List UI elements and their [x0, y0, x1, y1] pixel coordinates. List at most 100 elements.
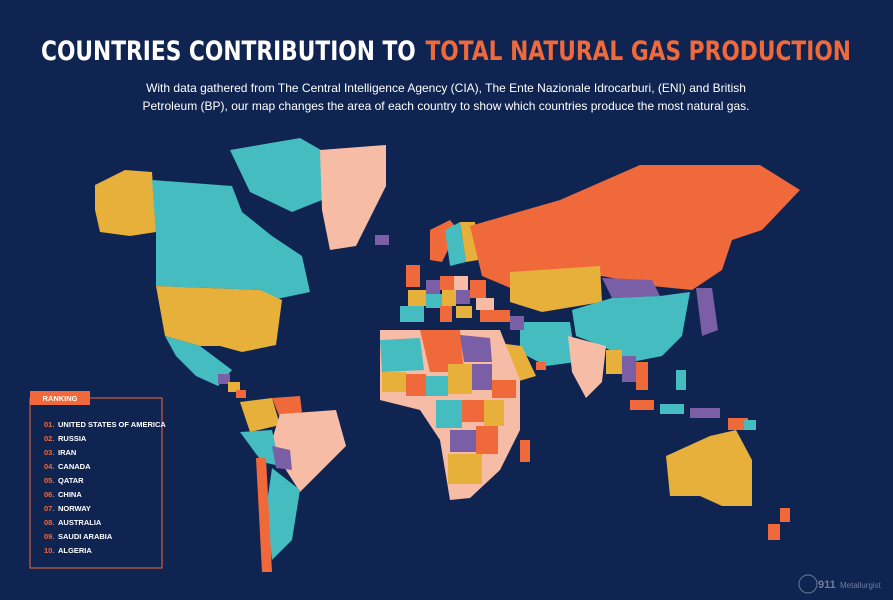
country — [472, 364, 492, 390]
country — [450, 430, 476, 452]
ranking-frame — [29, 397, 163, 569]
country — [420, 330, 464, 372]
country — [728, 418, 748, 430]
country — [666, 430, 752, 506]
ranking-number: 02. — [44, 434, 54, 443]
world-map — [95, 138, 800, 572]
ranking-number: 04. — [44, 462, 54, 471]
country — [454, 276, 468, 290]
ranking-number: 01. — [44, 420, 54, 429]
country — [426, 280, 440, 294]
ranking-number: 07. — [44, 504, 54, 513]
logo-icon — [798, 574, 818, 594]
ranking-country: RUSSIA — [58, 434, 87, 443]
country — [448, 454, 482, 484]
country — [696, 288, 718, 336]
country — [456, 306, 472, 318]
country — [382, 372, 406, 392]
country — [492, 380, 516, 398]
ranking-country: AUSTRALIA — [58, 518, 102, 527]
country — [445, 222, 466, 266]
title: COUNTRIES CONTRIBUTION TO TOTAL NATURAL G… — [41, 36, 851, 67]
ranking-country: NORWAY — [58, 504, 91, 513]
country — [476, 426, 498, 454]
title-part: COUNTRIES CONTRIBUTION TO — [41, 36, 416, 67]
country — [440, 276, 454, 290]
country — [406, 265, 420, 287]
subtitle: Petroleum (BP), our map changes the area… — [143, 99, 750, 113]
country — [256, 458, 272, 572]
logo-text: Metallurgist — [840, 581, 882, 590]
country — [426, 376, 448, 396]
ranking-tab — [30, 391, 90, 405]
ranking-number: 08. — [44, 518, 54, 527]
country — [572, 292, 690, 362]
country — [636, 362, 648, 390]
country — [676, 370, 686, 390]
country — [462, 400, 484, 422]
ranking-list: 01. UNITED STATES OF AMERICA 02. RUSSIA 03. I… — [44, 420, 166, 555]
country — [510, 266, 602, 312]
country — [780, 508, 790, 522]
country — [456, 290, 470, 304]
country — [480, 310, 510, 322]
country — [476, 298, 494, 310]
country — [228, 382, 240, 392]
country — [406, 374, 426, 396]
country — [622, 356, 636, 382]
country — [272, 410, 346, 492]
country — [408, 290, 426, 306]
country — [744, 420, 756, 430]
ranking-country: ALGERIA — [58, 546, 92, 555]
country — [272, 446, 292, 470]
country — [320, 145, 386, 250]
ranking-number: 06. — [44, 490, 54, 499]
country — [470, 280, 486, 298]
country — [230, 138, 335, 212]
country — [236, 390, 246, 398]
country — [536, 362, 546, 370]
ranking-country: SAUDI ARABIA — [58, 532, 113, 541]
country — [375, 235, 389, 245]
country — [266, 468, 300, 560]
ranking-number: 05. — [44, 476, 54, 485]
title-part: TOTAL NATURAL GAS PRODUCTION — [425, 36, 851, 67]
ranking-panel: RANKING 01. UNITED STATES OF AMERICA 02. RU… — [29, 391, 166, 569]
ranking-heading: RANKING — [43, 394, 78, 403]
country — [460, 335, 492, 362]
country — [448, 364, 472, 394]
country — [660, 404, 684, 414]
ranking-number: 10. — [44, 546, 54, 555]
country — [165, 336, 232, 386]
ranking-country: QATAR — [58, 476, 84, 485]
country — [272, 396, 302, 418]
country — [436, 400, 462, 428]
country — [510, 316, 524, 330]
country — [426, 294, 442, 308]
ranking-number: 03. — [44, 448, 54, 457]
country — [152, 180, 310, 300]
country — [520, 322, 576, 366]
country — [520, 440, 530, 462]
ranking-country: IRAN — [58, 448, 76, 457]
logo: 911 Metallurgist — [798, 574, 882, 594]
country — [630, 400, 654, 410]
logo-number: 911 — [818, 579, 836, 591]
country — [95, 170, 156, 236]
country — [568, 336, 606, 398]
country — [470, 165, 800, 292]
ranking-country: UNITED STATES OF AMERICA — [58, 420, 166, 429]
country — [440, 306, 452, 322]
country — [240, 398, 280, 432]
country — [606, 350, 622, 374]
country — [240, 430, 280, 466]
country — [380, 338, 424, 372]
ranking-country: CANADA — [58, 462, 91, 471]
country — [690, 408, 720, 418]
ranking-number: 09. — [44, 532, 54, 541]
country — [400, 306, 424, 322]
country — [484, 400, 504, 426]
ranking-country: CHINA — [58, 490, 82, 499]
